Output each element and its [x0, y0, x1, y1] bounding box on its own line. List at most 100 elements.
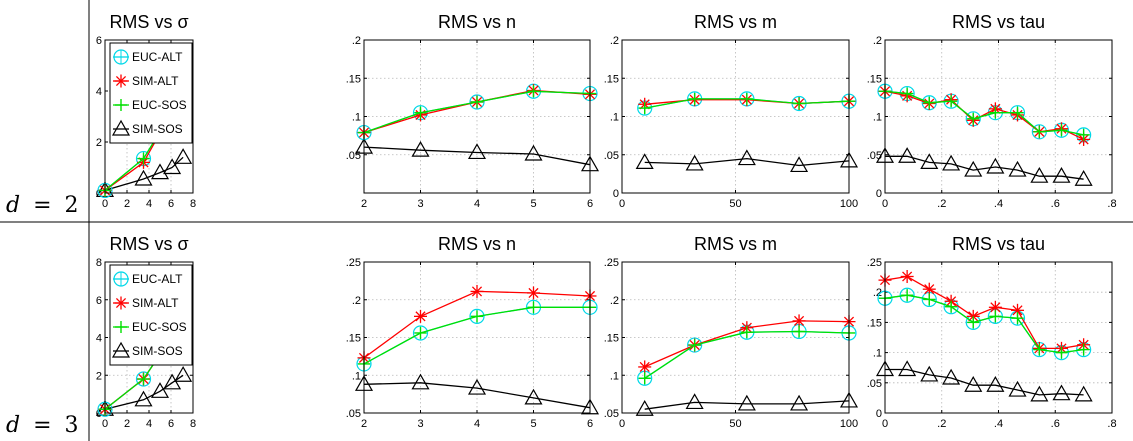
marker-stroke	[990, 302, 1001, 313]
marker-stroke	[924, 284, 935, 295]
marker-sim-alt-asterisk	[792, 314, 806, 328]
grid-lines	[885, 40, 1112, 193]
marker-sim-sos-triangle	[920, 365, 939, 382]
chart-panels: RMS vs σ 0 2 4 6 8 0 2 4 6 EUC-ALT SIM-ALT EUC-SOS SI…	[96, 12, 1117, 430]
x-tick-label: 6	[168, 198, 174, 210]
marker-euc-sos-plus	[527, 85, 540, 98]
marker-euc-sos-plus	[793, 325, 806, 338]
marker-sim-sos-triangle	[467, 378, 487, 395]
marker-sim-sos-triangle	[1074, 170, 1093, 186]
row-label-val: 3	[65, 413, 79, 438]
marker-euc-sos-plus	[688, 92, 701, 105]
marker-sim-sos-triangle	[964, 160, 983, 177]
y-tick-label: .25	[867, 257, 882, 269]
chart-title: RMS vs σ	[109, 234, 188, 254]
marker-euc-sos-plus	[1033, 125, 1046, 138]
chart-panel: RMS vs tau 0 .2 .4 .6 .8 0 .05 .1 .15 .2	[867, 12, 1117, 210]
chart-panel: RMS vs n 2 3 4 5 6 .05 .1 .15 .2	[346, 12, 600, 210]
marker-sim-sos-triangle	[964, 376, 983, 392]
marker-euc-sos-plus	[688, 339, 701, 352]
marker-sim-sos-triangle	[685, 393, 704, 410]
marker-stroke	[1012, 305, 1023, 316]
marker-stroke	[968, 311, 979, 322]
marker-sim-sos-triangle	[111, 341, 131, 358]
marker-sim-alt-asterisk	[638, 360, 652, 374]
x-tick-label: .8	[1107, 418, 1116, 430]
chart-panel: RMS vs m 0 50 100 0 .05 .1 .15 .2	[604, 12, 858, 210]
x-tick-label: 0	[882, 418, 888, 430]
marker-euc-sos-plus	[115, 99, 127, 111]
series-line-euc-sos	[884, 294, 1084, 354]
chart-title: RMS vs n	[438, 12, 516, 32]
x-tick-label: 4	[146, 198, 152, 210]
marker-euc-sos-plus	[1011, 312, 1024, 325]
marker-sim-sos-triangle	[1008, 380, 1027, 397]
plot-frame	[621, 39, 850, 194]
plot-frame	[884, 39, 1113, 194]
marker-sim-sos-triangle	[942, 154, 961, 171]
y-tick-label: 8	[96, 257, 102, 269]
series-line-sim-sos	[644, 400, 850, 410]
marker-sim-sos-triangle	[467, 143, 487, 160]
series-line-sim-sos	[104, 156, 184, 192]
y-tick-label: .2	[873, 287, 882, 299]
x-tick-label: 50	[729, 418, 741, 430]
marker-euc-sos-plus	[1077, 128, 1090, 141]
y-tick-label: .05	[867, 378, 882, 390]
x-tick-label: 2	[124, 198, 130, 210]
y-tick-label: .15	[867, 317, 882, 329]
series-line-sim-alt	[363, 290, 591, 359]
marker-euc-sos-plus	[638, 372, 651, 385]
marker-euc-sos-plus	[740, 92, 753, 105]
x-tick-label: .6	[1051, 198, 1060, 210]
marker-stroke	[471, 286, 483, 297]
marker-sim-sos-triangle	[1030, 385, 1049, 402]
x-tick-label: .6	[1051, 418, 1060, 430]
marker-euc-sos-plus	[471, 95, 483, 108]
chart-title: RMS vs m	[694, 12, 777, 32]
grid-lines	[364, 40, 590, 193]
marker-euc-alt-circle	[113, 49, 129, 65]
y-tick-label: 6	[96, 295, 102, 307]
marker-euc-sos-plus	[901, 289, 914, 302]
y-tick-label: .1	[352, 112, 361, 124]
y-tick-label: .25	[604, 257, 619, 269]
marker-euc-sos-plus	[945, 300, 958, 313]
marker-sim-sos-triangle	[898, 147, 917, 163]
y-tick-label: .15	[346, 333, 361, 345]
y-tick-label: 0	[876, 188, 882, 200]
y-tick-label: .05	[346, 150, 361, 162]
marker-sim-sos-triangle	[163, 158, 182, 175]
marker-sim-sos-triangle	[1008, 160, 1027, 177]
legend: EUC-ALT SIM-ALT EUC-SOS SIM-SOS	[109, 42, 193, 144]
y-tick-label: .05	[604, 408, 619, 420]
marker-sim-sos-triangle	[920, 153, 939, 169]
x-tick-label: 50	[729, 198, 741, 210]
marker-sim-sos-triangle	[174, 148, 193, 164]
y-tick-label: 0	[96, 408, 102, 420]
row-label-d3: d = 3	[6, 413, 79, 438]
marker-euc-alt-circle	[113, 271, 129, 287]
y-tick-label: .2	[352, 295, 361, 307]
x-tick-label: 6	[587, 198, 593, 210]
marker-euc-sos-plus	[1055, 124, 1068, 137]
marker-euc-sos-plus	[901, 87, 914, 100]
marker-sim-sos-triangle	[1052, 384, 1071, 401]
chart-panel: RMS vs tau 0 .2 .4 .6 .8 0 .05 .1 .15 .2 .25	[867, 234, 1117, 430]
marker-sim-sos-triangle	[1052, 166, 1071, 183]
marker-sim-sos-triangle	[150, 163, 170, 180]
marker-euc-sos-plus	[414, 326, 427, 339]
marker-sim-alt-asterisk	[470, 284, 484, 298]
axis-ticks: 2 3 4 5 6 .05 .1 .15 .2 .25	[346, 257, 593, 430]
marker-sim-sos-triangle	[1074, 385, 1093, 402]
marker-sim-sos-triangle	[790, 394, 809, 411]
plot-frame	[621, 261, 850, 414]
marker-stroke	[415, 311, 426, 322]
marker-euc-sos-plus	[137, 373, 150, 386]
x-tick-label: 5	[530, 418, 536, 430]
series-line-euc-alt	[884, 294, 1084, 354]
series-line-sim-alt	[884, 90, 1084, 140]
marker-sim-sos-triangle	[134, 169, 153, 186]
marker-sim-sos-triangle	[134, 390, 153, 407]
